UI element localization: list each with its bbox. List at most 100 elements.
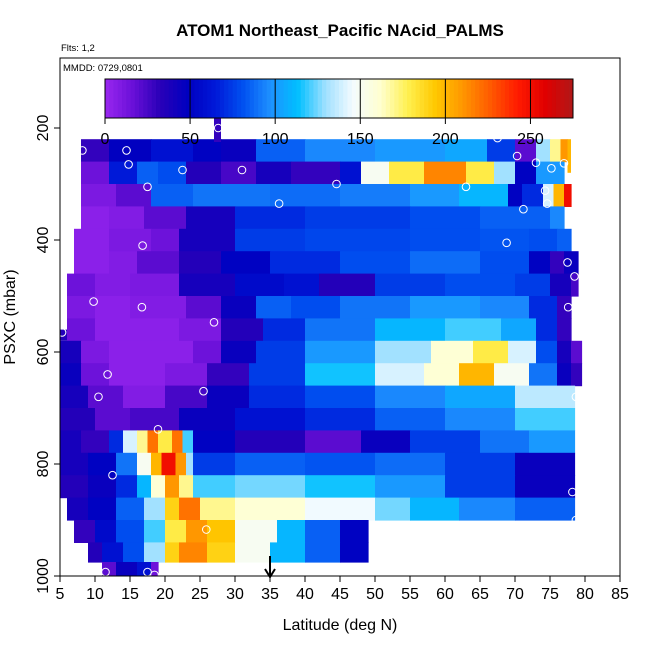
colorbar-segment xyxy=(475,79,480,118)
colorbar-tick-label: 250 xyxy=(517,131,544,148)
colorbar-segment xyxy=(381,79,387,118)
colorbar-segment xyxy=(407,79,412,118)
heatmap-cell xyxy=(179,497,201,521)
heatmap-cell xyxy=(144,542,166,563)
colorbar-segment xyxy=(436,79,442,118)
heatmap-cell xyxy=(60,385,89,409)
heatmap-cell xyxy=(410,497,460,521)
colorbar-segment xyxy=(228,79,234,118)
heatmap-cell xyxy=(109,161,138,185)
colorbar-segment xyxy=(177,79,183,118)
heatmap-cell xyxy=(571,363,583,387)
heatmap-cell xyxy=(109,206,145,230)
heatmap-cell xyxy=(235,430,306,454)
colorbar-segment xyxy=(356,79,361,118)
heatmap-cell xyxy=(81,184,117,207)
heatmap-cell xyxy=(291,296,341,319)
colorbar-segment xyxy=(122,79,127,118)
colorbar-segment xyxy=(211,79,217,118)
colorbar-segment xyxy=(339,79,344,118)
data-point xyxy=(199,386,208,396)
data-point xyxy=(568,487,577,497)
heatmap-cell xyxy=(193,139,222,163)
heatmap-cell xyxy=(137,161,159,185)
heatmap-cell xyxy=(74,251,110,275)
colorbar-segment xyxy=(173,79,178,118)
x-tick-label: 20 xyxy=(156,586,174,603)
colorbar-segment xyxy=(164,79,170,118)
x-tick-label: 25 xyxy=(191,586,209,603)
heatmap-cell xyxy=(151,562,159,576)
heatmap-cell xyxy=(305,318,376,342)
colorbar-segment xyxy=(113,79,119,118)
colorbar-segment xyxy=(360,79,366,118)
heatmap-cell xyxy=(515,452,576,476)
heatmap-cell xyxy=(137,318,180,342)
heatmap-cell xyxy=(207,542,236,563)
colorbar-segment xyxy=(364,79,370,118)
heatmap-cell xyxy=(375,318,446,342)
heatmap-cell xyxy=(256,161,292,185)
colorbar-segment xyxy=(134,79,140,118)
heatmap-cell xyxy=(410,296,481,319)
data-point xyxy=(202,525,211,534)
heatmap-spike xyxy=(567,139,571,173)
heatmap-cell xyxy=(158,161,187,185)
heatmap-cell xyxy=(305,385,376,409)
heatmap-cell xyxy=(109,430,124,454)
heatmap-cell xyxy=(480,206,551,230)
heatmap-cell xyxy=(179,273,236,297)
colorbar-segment xyxy=(139,79,144,118)
data-points xyxy=(57,123,581,580)
heatmap-cell xyxy=(109,363,166,387)
colorbar-segment xyxy=(390,79,395,118)
colorbar-segment xyxy=(151,79,157,118)
colorbar-segment xyxy=(373,79,378,118)
data-point xyxy=(332,179,341,189)
data-point xyxy=(563,302,573,312)
colorbar-segment xyxy=(219,79,225,118)
colorbar-segment xyxy=(275,79,280,118)
heatmap-cell xyxy=(305,139,376,163)
heatmap-cell xyxy=(473,340,509,364)
heatmap-cell xyxy=(109,251,138,275)
heatmap-cell xyxy=(123,430,138,454)
heatmap-cell xyxy=(151,452,163,476)
colorbar-segment xyxy=(321,79,327,118)
colorbar-segment xyxy=(555,79,561,118)
heatmap-cell xyxy=(235,475,306,499)
heatmap-cell xyxy=(410,184,460,207)
heatmap-cell xyxy=(557,363,572,387)
data-point xyxy=(78,146,87,155)
heatmap-cell xyxy=(256,340,306,364)
heatmap-cell xyxy=(235,497,306,521)
colorbar-segment xyxy=(551,79,557,118)
heatmap-cell xyxy=(67,296,96,319)
x-tick-label: 10 xyxy=(86,586,104,603)
colorbar-tick-label: 100 xyxy=(262,131,289,148)
heatmap-cell xyxy=(88,497,117,521)
heatmap-cell xyxy=(375,340,432,364)
heatmap-cell xyxy=(249,385,306,409)
heatmap-cell xyxy=(340,251,411,275)
colorbar-segment xyxy=(109,79,115,118)
data-point xyxy=(461,182,471,192)
colorbar-segment xyxy=(487,79,493,118)
heatmap-cell xyxy=(116,562,138,576)
colorbar-segment xyxy=(513,79,519,118)
colorbar-segment xyxy=(424,79,429,118)
colorbar-tick-label: 50 xyxy=(181,131,199,148)
heatmap-cell xyxy=(60,475,89,499)
heatmap-cell xyxy=(235,228,306,252)
x-tick-label: 30 xyxy=(226,586,244,603)
heatmap-cell xyxy=(410,430,481,454)
heatmap-cell xyxy=(522,184,544,207)
colorbar-segment xyxy=(287,79,293,118)
heatmap-cell xyxy=(60,340,82,364)
colorbar-segment xyxy=(300,79,306,118)
heatmap-cell xyxy=(375,273,446,297)
colorbar-segment xyxy=(458,79,463,118)
data-point xyxy=(153,424,163,434)
heatmap-cell xyxy=(137,562,152,576)
heatmap-cell xyxy=(515,273,551,297)
